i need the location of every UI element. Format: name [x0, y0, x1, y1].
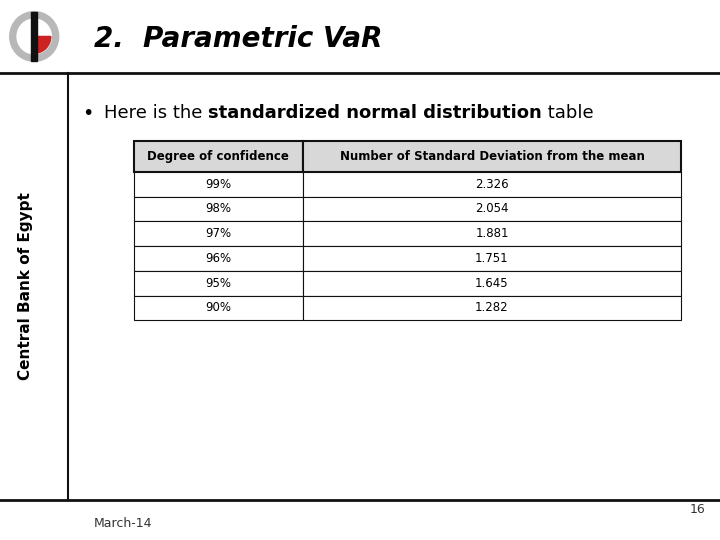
- Bar: [134, 141, 303, 172]
- Bar: [303, 295, 681, 320]
- Wedge shape: [35, 36, 51, 53]
- Text: 16: 16: [690, 503, 706, 516]
- Bar: [31, 11, 37, 62]
- Text: 2.  Parametric VaR: 2. Parametric VaR: [94, 25, 383, 52]
- Bar: [134, 295, 303, 320]
- Bar: [303, 221, 681, 246]
- Text: Degree of confidence: Degree of confidence: [148, 150, 289, 163]
- Text: •: •: [82, 104, 94, 123]
- Bar: [303, 172, 681, 197]
- Circle shape: [17, 19, 51, 54]
- Text: 1.881: 1.881: [475, 227, 509, 240]
- Bar: [303, 271, 681, 295]
- Bar: [134, 172, 303, 197]
- Text: 2.326: 2.326: [475, 178, 509, 191]
- Text: 97%: 97%: [205, 227, 231, 240]
- Text: 95%: 95%: [205, 276, 231, 290]
- Bar: [303, 197, 681, 221]
- Text: 90%: 90%: [205, 301, 231, 314]
- Text: Number of Standard Deviation from the mean: Number of Standard Deviation from the me…: [340, 150, 644, 163]
- Circle shape: [9, 11, 59, 62]
- Text: 1.282: 1.282: [475, 301, 509, 314]
- Text: table: table: [542, 104, 594, 123]
- Text: standardized normal distribution: standardized normal distribution: [208, 104, 542, 123]
- Bar: [303, 141, 681, 172]
- Bar: [134, 197, 303, 221]
- Text: 99%: 99%: [205, 178, 231, 191]
- Text: 98%: 98%: [205, 202, 231, 215]
- Bar: [134, 246, 303, 271]
- Text: Central Bank of Egypt: Central Bank of Egypt: [19, 192, 34, 380]
- Bar: [303, 246, 681, 271]
- Text: 1.645: 1.645: [475, 276, 509, 290]
- Bar: [134, 271, 303, 295]
- Text: 96%: 96%: [205, 252, 231, 265]
- Bar: [134, 221, 303, 246]
- Text: March-14: March-14: [94, 517, 152, 530]
- Text: 1.751: 1.751: [475, 252, 509, 265]
- Text: Here is the: Here is the: [104, 104, 208, 123]
- Text: 2.054: 2.054: [475, 202, 509, 215]
